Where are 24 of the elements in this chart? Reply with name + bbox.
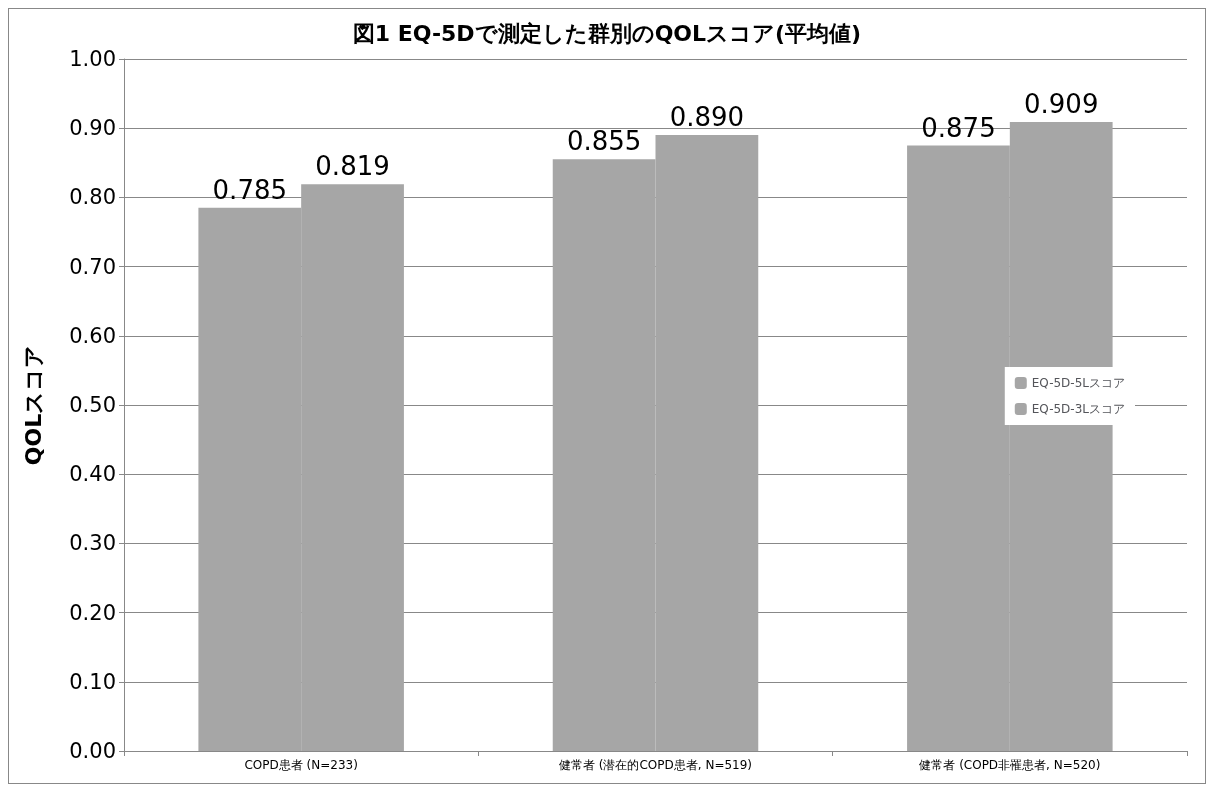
y-tick-label: 0.40 — [69, 462, 116, 487]
x-tick-label: 健常者 (COPD非罹患者, N=520) — [919, 758, 1101, 772]
chart-title: 図1 EQ-5Dで測定した群別のQOLスコア(平均値) — [352, 20, 862, 46]
data-label: 0.875 — [921, 112, 996, 143]
y-tick-label: 0.70 — [69, 254, 116, 279]
x-tick-label: COPD患者 (N=233) — [244, 758, 358, 772]
x-tick-label: 健常者 (潜在的COPD患者, N=519) — [558, 758, 753, 772]
y-tick-label: 0.90 — [69, 116, 116, 141]
y-axis-title: QOLスコア — [20, 344, 46, 466]
y-tick-label: 0.30 — [69, 531, 116, 556]
data-label: 0.819 — [315, 151, 390, 182]
data-label: 0.890 — [669, 102, 745, 133]
y-tick-label: 0.10 — [69, 669, 116, 694]
y-tick-label: 1.00 — [69, 47, 116, 71]
legend-label: EQ-5D-5Lスコア — [1031, 376, 1125, 390]
y-tick-label: 0.60 — [69, 323, 116, 348]
y-tick-label: 0.50 — [69, 393, 116, 417]
data-label: 0.785 — [212, 174, 288, 205]
data-label: 0.909 — [1023, 88, 1099, 119]
y-tick-label: 0.80 — [69, 185, 116, 210]
data-label: 0.855 — [566, 126, 642, 157]
y-tick-label: 0.00 — [69, 739, 116, 763]
legend-label: EQ-5D-3Lスコア — [1031, 402, 1125, 416]
y-tick-label: 0.20 — [69, 600, 116, 625]
